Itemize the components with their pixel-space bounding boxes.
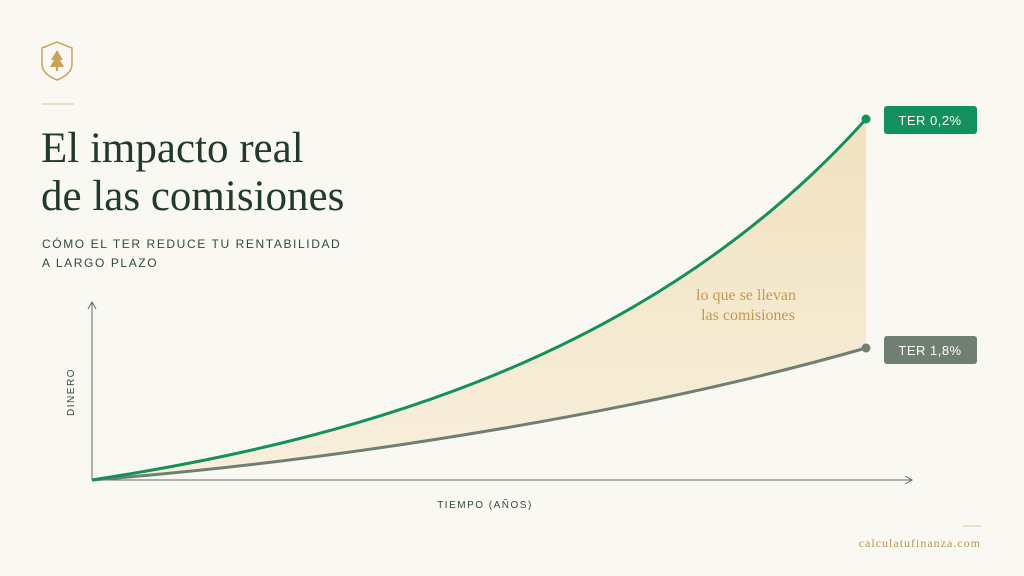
curve-low-fee: [91, 117, 868, 482]
curve-end-dot: [861, 343, 871, 353]
annotation: lo que se llevan las comisiones: [696, 287, 800, 324]
annotation-line: las comisiones: [701, 307, 795, 324]
subtitle-line: CÓMO EL TER REDUCE TU RENTABILIDAD: [42, 236, 341, 251]
annotation-line: lo que se llevan: [696, 287, 796, 304]
footer-site: calculatufinanza.com: [859, 536, 981, 550]
logo: [41, 41, 73, 81]
label-box: [884, 106, 977, 134]
axes: [87, 300, 914, 485]
title: El impacto real de las comisiones: [41, 125, 344, 220]
title-line: de las comisiones: [41, 173, 344, 220]
subtitle-line: A LARGO PLAZO: [42, 256, 158, 270]
subtitle: CÓMO EL TER REDUCE TU RENTABILIDAD A LAR…: [42, 236, 346, 270]
fee-gap-area: [92, 119, 866, 480]
title-line: El impacto real: [41, 125, 304, 172]
label-box: [884, 336, 977, 364]
y-axis-label: DINERO: [66, 368, 77, 416]
curve-label: TER 0,2%: [898, 113, 961, 128]
curve-high-fee: [91, 346, 867, 482]
curve-end-dot: [861, 114, 871, 124]
curve-label: TER 1,8%: [898, 343, 961, 358]
x-axis-label: TIEMPO (AÑOS): [437, 498, 533, 511]
